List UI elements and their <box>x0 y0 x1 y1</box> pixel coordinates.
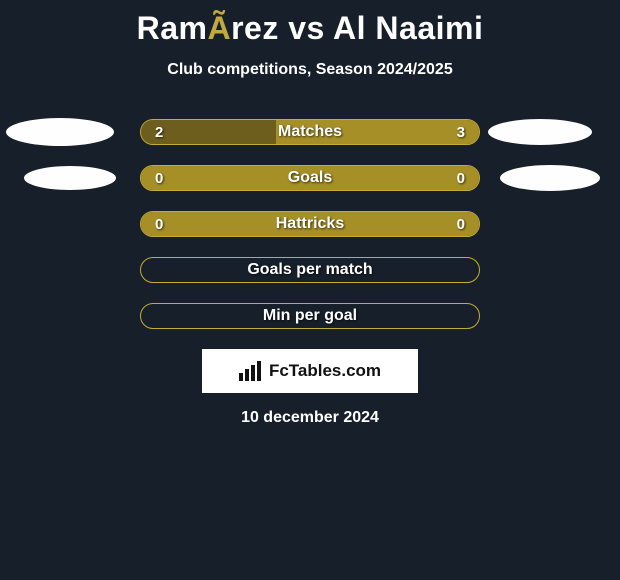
stat-row: 00Goals <box>0 165 620 191</box>
player-badge-left <box>6 118 114 146</box>
title-rest: rez vs Al Naaimi <box>231 10 483 46</box>
stat-row: Goals per match <box>0 257 620 283</box>
stats-container: 23Matches 00Goals 00Hattricks Goals per mat… <box>0 119 620 329</box>
stat-label: Min per goal <box>141 304 479 328</box>
player-badge-right <box>488 119 592 145</box>
stat-bar: 00Goals <box>140 165 480 191</box>
bar-chart-icon <box>239 361 263 381</box>
stat-bar: 23Matches <box>140 119 480 145</box>
stat-label: Goals <box>141 166 479 190</box>
stat-bar: 00Hattricks <box>140 211 480 237</box>
title-accent-char: Ã <box>207 10 231 46</box>
logo-text: FcTables.com <box>269 361 381 381</box>
stat-row: Min per goal <box>0 303 620 329</box>
season-subtitle: Club competitions, Season 2024/2025 <box>0 61 620 79</box>
stat-label: Goals per match <box>141 258 479 282</box>
stat-label: Hattricks <box>141 212 479 236</box>
stat-row: 00Hattricks <box>0 211 620 237</box>
title-prefix: Ram <box>137 10 208 46</box>
stat-row: 23Matches <box>0 119 620 145</box>
stat-bar: Min per goal <box>140 303 480 329</box>
player-badge-left <box>24 166 116 190</box>
snapshot-date: 10 december 2024 <box>0 409 620 427</box>
player-badge-right <box>500 165 600 191</box>
stat-label: Matches <box>141 120 479 144</box>
stat-bar: Goals per match <box>140 257 480 283</box>
fctables-logo: FcTables.com <box>202 349 418 393</box>
comparison-title: RamÃrez vs Al Naaimi <box>0 0 620 47</box>
